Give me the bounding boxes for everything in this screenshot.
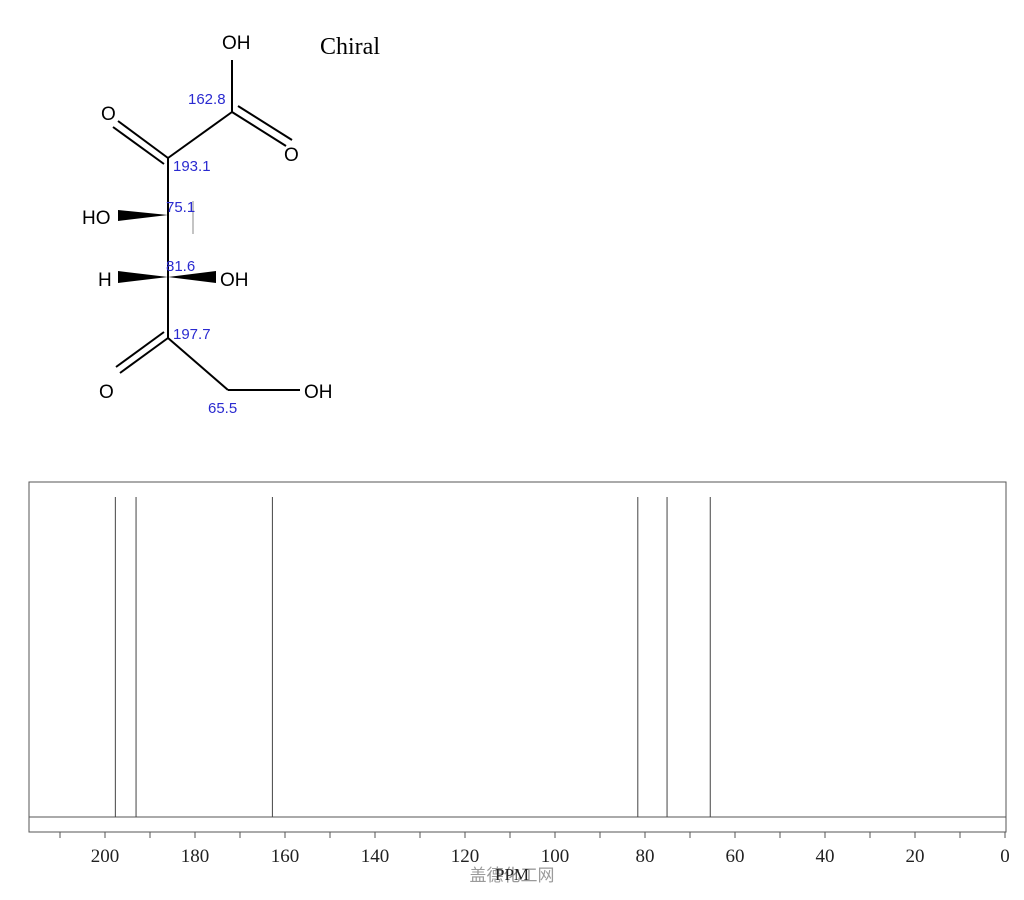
atom-o-keto2: O (99, 382, 114, 403)
wedge-c4-h (118, 271, 168, 283)
bond-c1-c2 (167, 111, 233, 159)
shift-label-c2: 193.1 (173, 158, 211, 175)
bond-c1-o-double-b (237, 105, 293, 141)
tick-label-20: 20 (906, 846, 925, 867)
tick-label-200: 200 (91, 846, 120, 867)
plot-frame (28, 481, 1007, 833)
bond-c1-o-double-a (231, 111, 287, 147)
bond-c2-o-double-a (117, 120, 169, 159)
atom-h-c4: H (98, 270, 112, 291)
atom-oh-c4: OH (220, 270, 249, 291)
shift-label-c5: 197.7 (173, 326, 211, 343)
atom-oh-acid: OH (222, 33, 251, 54)
axis-tick-labels: 200 180 160 140 120 100 80 60 40 20 0 (91, 846, 1010, 867)
chiral-label: Chiral (320, 34, 380, 60)
tick-label-160: 160 (271, 846, 300, 867)
tick-label-0: 0 (1000, 846, 1010, 867)
tick-label-60: 60 (726, 846, 745, 867)
tick-label-40: 40 (816, 846, 835, 867)
nmr-spectrum: 200 180 160 140 120 100 80 60 40 20 0 盖德化工网 PPM (28, 481, 1010, 886)
tick-label-140: 140 (361, 846, 390, 867)
tick-label-100: 100 (541, 846, 570, 867)
axis-ticks (59, 832, 1006, 838)
bond-c2-o-double-b (112, 126, 165, 165)
wedge-c4-oh (168, 271, 216, 283)
tick-label-180: 180 (181, 846, 210, 867)
atom-o-acid: O (284, 145, 299, 166)
molecule-structure (112, 60, 300, 391)
bond-c5-c6 (167, 337, 229, 391)
bond-c5-o-double-a (119, 337, 169, 374)
peak-group (114, 497, 711, 817)
watermark: 盖德化工网 (470, 866, 555, 886)
shift-label-c4: 81.6 (166, 258, 195, 275)
shift-label-c1: 162.8 (188, 91, 226, 108)
shift-label-c3: 75.1 (166, 199, 195, 216)
atom-ho-c3: HO (82, 208, 111, 229)
bond-c5-o-double-b (115, 331, 165, 368)
shift-label-c6: 65.5 (208, 400, 237, 417)
tick-label-120: 120 (451, 846, 480, 867)
wedge-c3-ho (118, 210, 168, 221)
atom-o-keto1: O (101, 104, 116, 125)
x-axis-label: PPM (495, 865, 529, 884)
tick-label-80: 80 (636, 846, 655, 867)
atom-oh-c6: OH (304, 382, 333, 403)
